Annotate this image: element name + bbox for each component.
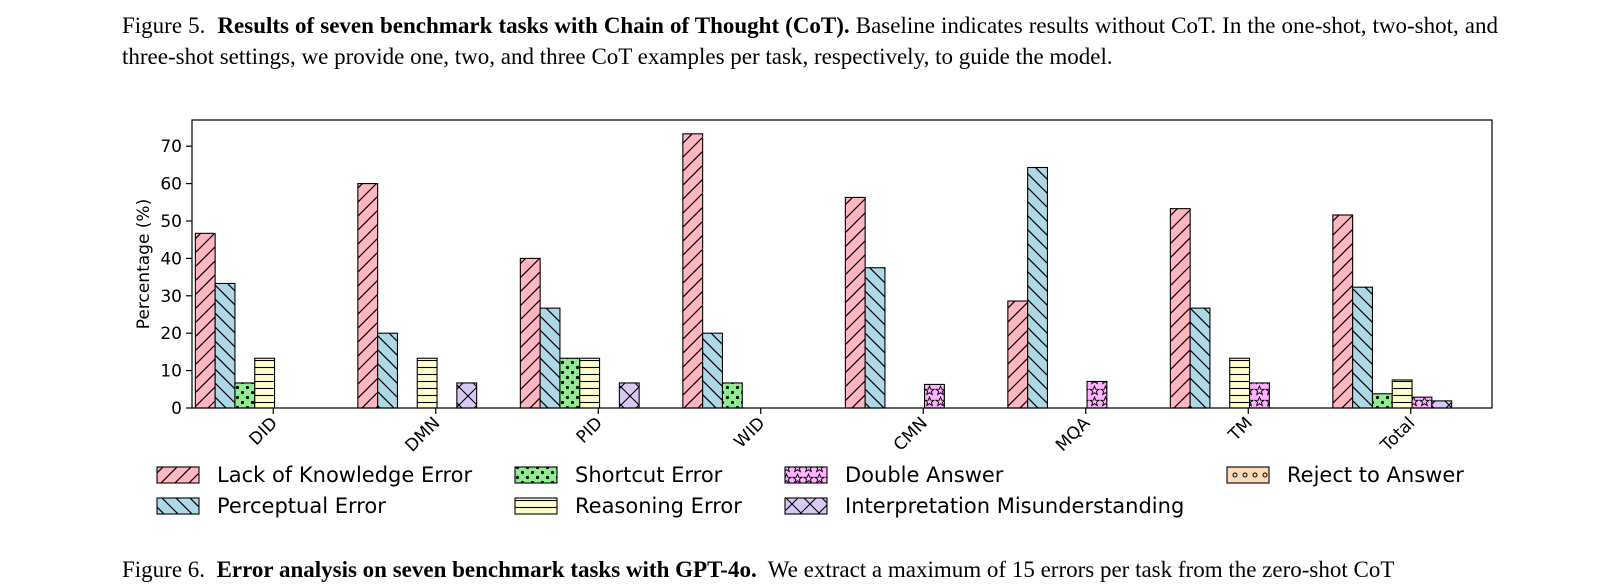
- y-tick-label: 10: [160, 362, 182, 382]
- bar: [721, 382, 743, 409]
- x-tick-label: WID: [730, 413, 769, 452]
- x-tick-label: MQA: [1052, 413, 1094, 455]
- bar: [214, 282, 236, 409]
- bar: [864, 267, 886, 409]
- bar: [1332, 214, 1354, 409]
- bar: [1169, 208, 1191, 409]
- bar: [254, 357, 276, 409]
- legend-label: Interpretation Misunderstanding: [845, 494, 1184, 518]
- bar: [579, 357, 601, 409]
- legend-swatch: [1226, 466, 1270, 484]
- y-tick-label: 30: [160, 287, 182, 307]
- legend-swatch: [784, 497, 828, 515]
- bar: [1229, 357, 1251, 409]
- y-tick-label: 60: [160, 175, 182, 195]
- x-tick-label: PID: [573, 413, 607, 447]
- legend-swatch: [784, 466, 828, 484]
- figure-6-label: Figure 6.: [122, 557, 206, 582]
- bar: [416, 357, 438, 409]
- figure-5-caption: Figure 5. Results of seven benchmark tas…: [122, 10, 1498, 72]
- legend-swatch: [156, 497, 200, 515]
- bar: [1027, 166, 1049, 409]
- bar: [1249, 382, 1270, 409]
- bar: [618, 382, 640, 409]
- plot-area-frame: [191, 119, 1493, 409]
- bar: [1086, 380, 1108, 409]
- bar: [844, 196, 866, 409]
- bar: [1431, 400, 1453, 409]
- bar: [539, 307, 561, 409]
- bar: [194, 232, 216, 409]
- bar: [456, 382, 478, 409]
- legend-swatch: [514, 466, 558, 484]
- legend-label: Shortcut Error: [575, 463, 723, 487]
- bar: [1007, 300, 1029, 409]
- legend-label: Reject to Answer: [1287, 463, 1464, 487]
- y-tick-label: 20: [160, 324, 182, 344]
- y-tick-label: 0: [171, 399, 182, 419]
- legend-label: Lack of Knowledge Error: [217, 463, 473, 487]
- bar: [357, 183, 379, 409]
- y-tick-label: 40: [160, 249, 182, 269]
- legend-label: Perceptual Error: [217, 494, 386, 518]
- bar: [1189, 307, 1211, 409]
- bar: [234, 382, 256, 409]
- x-tick-label: TM: [1224, 413, 1257, 446]
- figure-6-text: We extract a maximum of 15 errors per ta…: [767, 557, 1395, 582]
- bar: [1411, 396, 1433, 409]
- bar: [1391, 379, 1413, 409]
- legend-swatch: [156, 466, 200, 484]
- figure-6-caption: Figure 6. Error analysis on seven benchm…: [122, 554, 1498, 585]
- bar: [923, 383, 945, 409]
- figure-5-title: Results of seven benchmark tasks with Ch…: [217, 13, 850, 38]
- x-tick-label: Total: [1376, 413, 1419, 456]
- bar: [682, 133, 704, 409]
- x-tick-label: CMN: [890, 413, 932, 455]
- bar: [377, 332, 398, 409]
- y-tick-label: 70: [160, 137, 182, 157]
- y-tick-label: 50: [160, 212, 182, 232]
- legend-swatch: [514, 497, 558, 515]
- x-tick-label: DID: [246, 413, 282, 449]
- legend-label: Double Answer: [845, 463, 1004, 487]
- y-axis-label: Percentage (%): [134, 199, 154, 329]
- figure-6-title: Error analysis on seven benchmark tasks …: [216, 557, 757, 582]
- bar: [1352, 286, 1374, 409]
- bar: [519, 257, 541, 409]
- bar: [559, 357, 581, 409]
- legend-label: Reasoning Error: [575, 494, 742, 518]
- figure-5-label: Figure 5.: [122, 13, 206, 38]
- bar: [1371, 393, 1393, 409]
- figure-5-text: Baseline indicates results without CoT. …: [122, 13, 1498, 69]
- x-tick-label: DMN: [402, 413, 445, 456]
- bar: [702, 332, 724, 409]
